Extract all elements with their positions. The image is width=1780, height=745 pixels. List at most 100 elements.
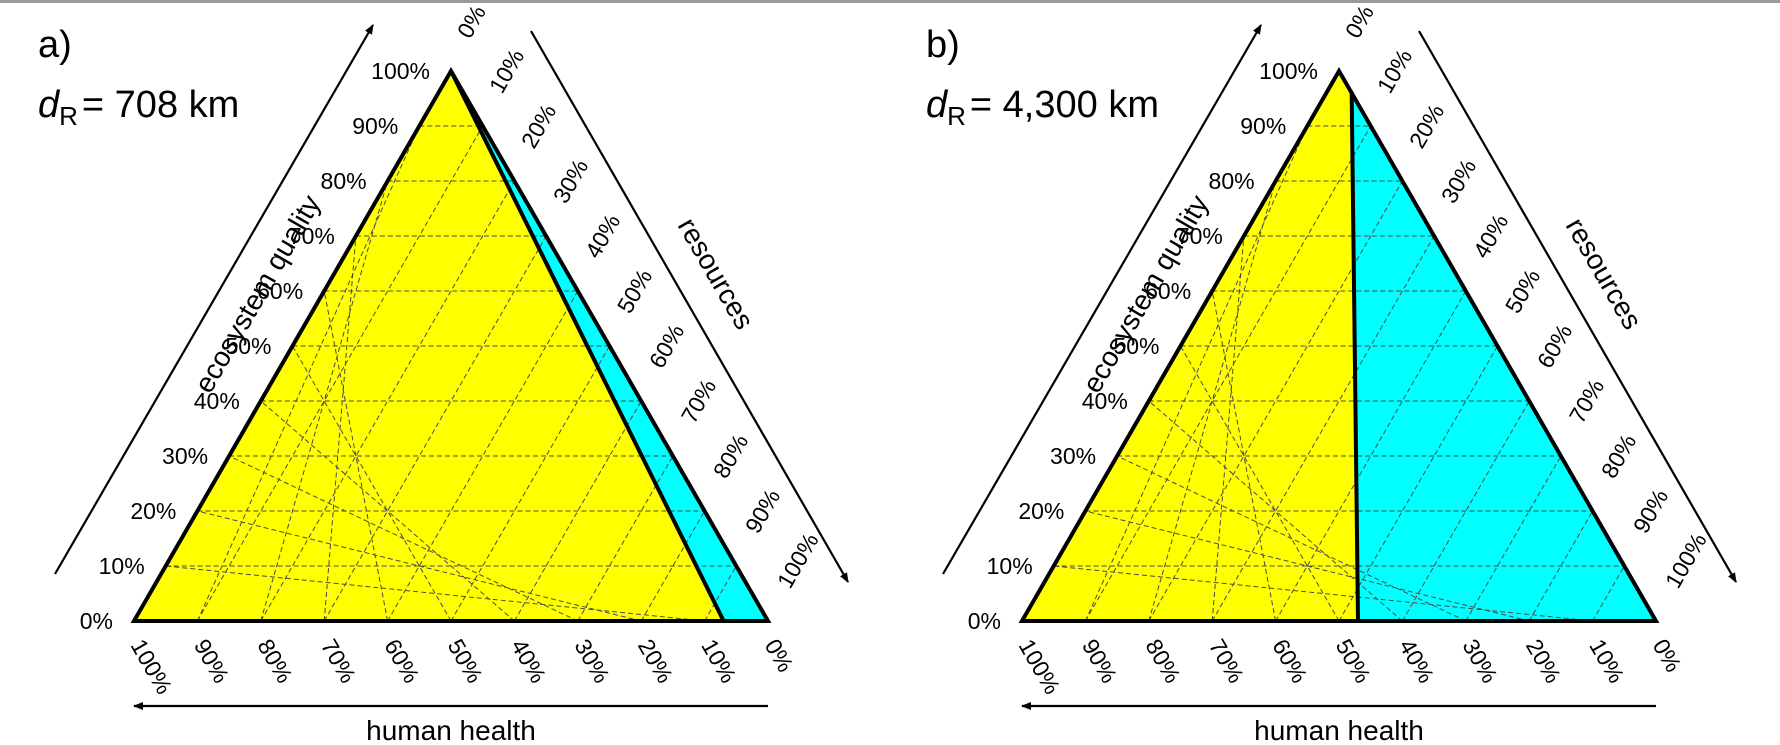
grid-line [1148,180,1403,622]
tick-bottom: 60% [1267,635,1313,688]
grid-line [196,125,420,622]
grid-line [513,400,642,622]
tick-left: 10% [987,553,1033,579]
tick-right: 90% [1628,485,1674,538]
tick-left: 20% [1018,498,1064,524]
grid-line [260,180,389,622]
tick-left: 30% [1050,443,1096,469]
distance-value: = 4,300 km [970,84,1159,126]
tick-bottom: 10% [696,635,742,688]
tick-bottom: 30% [569,635,615,688]
tick-bottom: 100% [1014,635,1066,699]
resources-arrow [1418,30,1737,583]
tick-right: 100% [1660,529,1712,593]
tick-bottom: 50% [443,635,489,688]
top-rule [0,0,1780,3]
tick-bottom: 60% [379,635,425,688]
grid-line [196,125,484,622]
tick-bottom: 40% [506,635,552,688]
tick-right: 30% [1436,155,1482,208]
tick-right: 60% [644,320,690,373]
grid-line [292,345,452,622]
grid-line [165,565,705,622]
grid-line [323,235,547,622]
tick-bottom: 90% [189,635,235,688]
distance-subscript: R [59,101,78,131]
tick-right: 90% [740,485,786,538]
tick-right: 80% [708,430,754,483]
tick-left: 40% [194,388,240,414]
tick-right: 40% [580,210,626,263]
grid-line [260,180,515,622]
grid-line [1180,345,1340,622]
tick-bottom: 70% [316,635,362,688]
distance-symbol: d [38,84,61,126]
grid-line [1592,565,1625,622]
tick-right: 50% [1500,265,1546,318]
panel-label: b) [926,24,960,66]
tick-left: 60% [1145,278,1191,304]
tick-bottom: 0% [760,635,799,677]
tick-right: 80% [1596,430,1642,483]
distance-value: = 708 km [82,84,239,126]
grid-line [323,235,357,622]
tick-left: 100% [1259,58,1318,84]
grid [1053,125,1625,622]
tick-right: 20% [1404,100,1450,153]
panel-b: 0%10%20%30%40%50%60%70%80%90%100%0%10%20… [926,1,1737,745]
tick-left: 80% [321,168,367,194]
tick-left: 90% [1240,113,1286,139]
grid-line [197,510,642,622]
triangle-outline [130,66,772,623]
grid-line [1401,400,1530,622]
resources-label: resources [1560,213,1648,335]
tick-left: 80% [1209,168,1255,194]
distance-annotation: dR = 4,300 km [926,84,1159,131]
tick-left: 50% [1113,333,1159,359]
tick-right: 40% [1468,210,1514,263]
tick-left: 50% [225,333,271,359]
tick-bottom: 30% [1457,635,1503,688]
tick-bottom: 50% [1331,635,1377,688]
grid-line [1116,455,1467,622]
region-boundary [449,69,726,623]
distance-annotation: dR = 708 km [38,84,239,131]
tick-right: 30% [548,155,594,208]
tick-bottom: 20% [633,635,679,688]
grid-line [704,565,737,622]
tick-bottom: 70% [1204,635,1250,688]
grid-line [1211,235,1435,622]
panel-a: 0%10%20%30%40%50%60%70%80%90%100%0%10%20… [38,1,849,745]
grid-line [1528,510,1594,622]
tick-left: 30% [162,443,208,469]
distance-subscript: R [947,101,966,131]
tick-bottom: 10% [1584,635,1630,688]
tick-left: 70% [289,223,335,249]
tick-bottom: 80% [1140,635,1186,688]
grid-line [450,345,610,622]
tick-right: 60% [1532,320,1578,373]
tick-left: 20% [130,498,176,524]
tick-right: 0% [452,1,491,43]
tick-left: 40% [1082,388,1128,414]
grid-line [1053,565,1593,622]
tick-right: 70% [1564,375,1610,428]
tick-left: 0% [968,608,1001,634]
tick-bottom: 20% [1521,635,1567,688]
resources-label: resources [672,213,760,335]
tick-right: 70% [676,375,722,428]
tick-right: 100% [772,529,824,593]
grid-line [1085,510,1530,622]
tick-right: 0% [1340,1,1379,43]
ecosystem-quality-arrow [942,24,1262,575]
tick-bottom: 100% [126,635,178,699]
tick-left: 10% [99,553,145,579]
grid-line [640,510,706,622]
tick-bottom: 90% [1077,635,1123,688]
grid [165,125,737,622]
panel-label: a) [38,24,72,66]
tick-right: 50% [612,265,658,318]
grid-line [1338,345,1498,622]
ecosystem-quality-arrow [54,24,374,575]
